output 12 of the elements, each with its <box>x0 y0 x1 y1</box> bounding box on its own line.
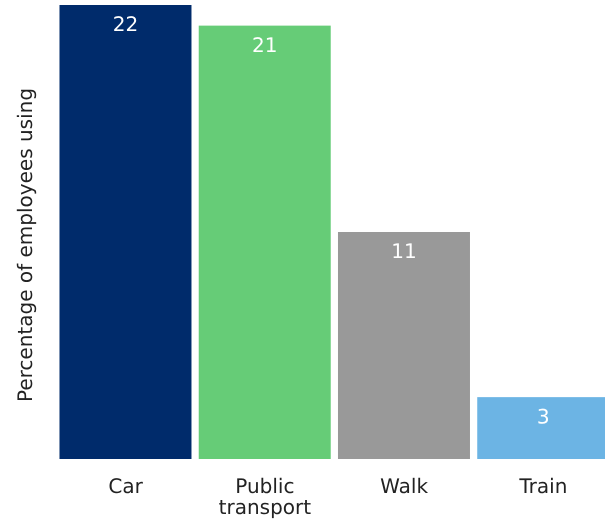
data-label: 21 <box>252 32 278 57</box>
x-tick-label: Public transport <box>218 474 312 519</box>
bar <box>338 232 470 459</box>
data-label: 3 <box>536 404 550 428</box>
x-tick-label: Train <box>518 474 568 498</box>
bar <box>198 26 331 459</box>
y-axis-title: Percentage of employees using <box>13 88 38 402</box>
x-tick-label: Car <box>108 474 144 498</box>
bar <box>59 5 192 459</box>
x-tick-label: Walk <box>380 474 428 498</box>
data-label: 22 <box>112 12 138 36</box>
data-label: 11 <box>391 239 417 264</box>
